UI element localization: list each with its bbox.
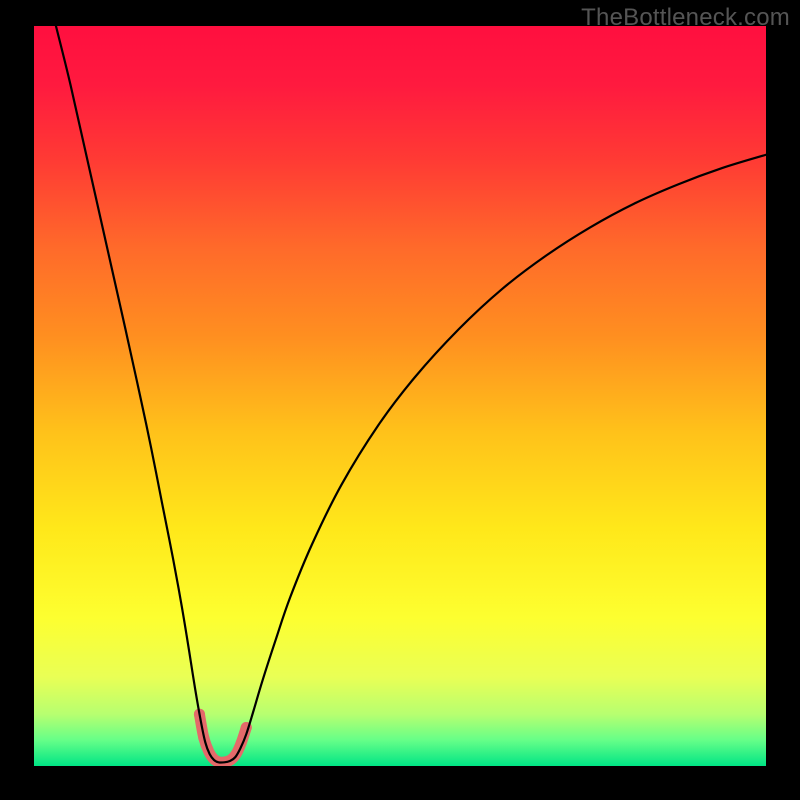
chart-stage: TheBottleneck.com — [0, 0, 800, 800]
bottleneck-chart — [0, 0, 800, 800]
